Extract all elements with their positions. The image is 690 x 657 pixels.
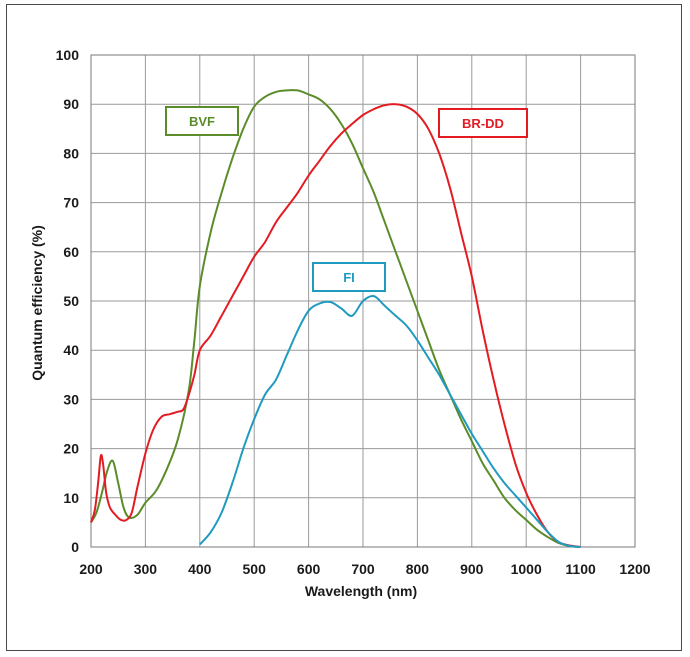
y-tick-label: 20 [63, 441, 79, 457]
y-tick-labels: 0 10 20 30 40 50 60 70 80 90 100 [56, 47, 80, 555]
y-tick-label: 90 [63, 96, 79, 112]
y-tick-label: 10 [63, 490, 79, 506]
chart-frame: 0 10 20 30 40 50 60 70 80 90 100 200 300 400 500 600 70… [6, 4, 682, 651]
x-axis-title: Wavelength (nm) [305, 583, 417, 599]
y-tick-label: 80 [63, 145, 79, 161]
y-tick-label: 100 [56, 47, 80, 63]
series-lines [90, 89, 581, 548]
x-tick-label: 400 [188, 561, 212, 577]
series-line-bvf [90, 89, 581, 548]
series-label-box [312, 262, 386, 292]
series-label-text: BR-DD [462, 116, 504, 131]
y-tick-label: 40 [63, 342, 79, 358]
x-tick-label: 700 [351, 561, 375, 577]
x-tick-label: 800 [406, 561, 430, 577]
plot-area [90, 54, 636, 548]
x-tick-label: 300 [134, 561, 158, 577]
y-tick-label: 0 [71, 539, 79, 555]
series-label-bvf: BVF [165, 106, 239, 136]
series-label-text: FI [343, 270, 355, 285]
x-tick-label: 200 [79, 561, 103, 577]
series-label-fi: FI [312, 262, 386, 292]
y-tick-label: 60 [63, 244, 79, 260]
y-tick-label: 30 [63, 391, 79, 407]
series-line-fi [199, 294, 581, 548]
y-axis-title: Quantum efficiency (%) [29, 225, 45, 381]
x-tick-label: 500 [243, 561, 267, 577]
qe-chart: 0 10 20 30 40 50 60 70 80 90 100 200 300 400 500 600 70… [29, 47, 651, 599]
plot-border [90, 54, 636, 548]
series-label-box [165, 106, 239, 136]
y-tick-label: 70 [63, 195, 79, 211]
x-tick-label: 1200 [619, 561, 650, 577]
series-line-br-dd [90, 103, 581, 548]
series-label-box [438, 108, 528, 138]
series-label-br-dd: BR-DD [438, 108, 528, 138]
x-tick-labels: 200 300 400 500 600 700 800 900 1000 1100 1200 [79, 561, 650, 577]
y-tick-label: 50 [63, 293, 79, 309]
x-tick-label: 1100 [565, 561, 596, 577]
x-tick-label: 600 [297, 561, 321, 577]
series-labels: BVF BR-DD FI [165, 106, 528, 292]
x-tick-label: 1000 [511, 561, 542, 577]
x-tick-label: 900 [460, 561, 484, 577]
series-label-text: BVF [189, 114, 215, 129]
